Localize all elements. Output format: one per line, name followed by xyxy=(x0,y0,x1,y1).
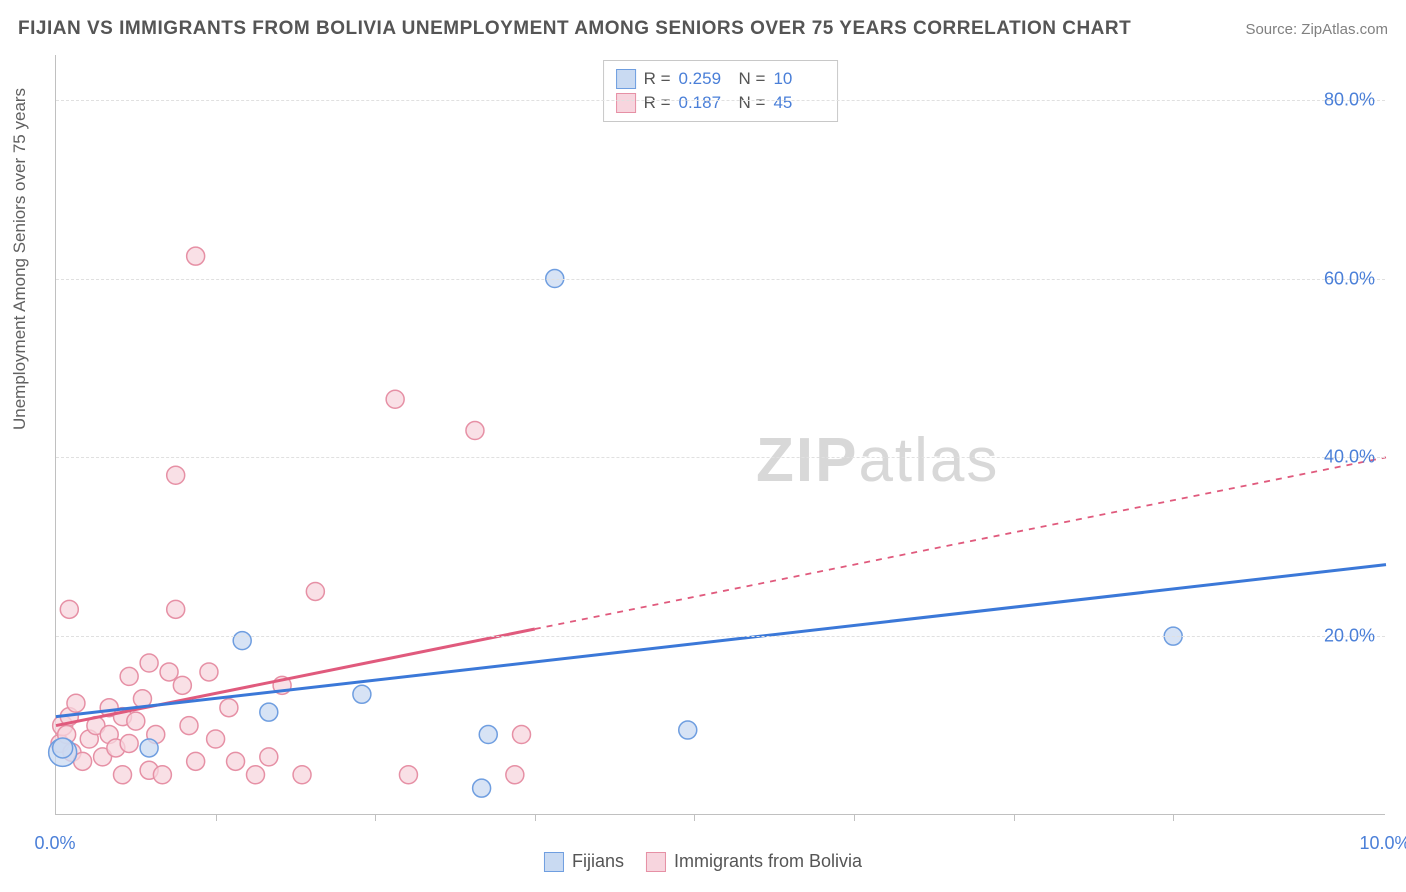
data-point-fijians xyxy=(233,632,251,650)
data-point-fijians xyxy=(353,685,371,703)
data-point-bolivia xyxy=(173,676,191,694)
data-point-bolivia xyxy=(506,766,524,784)
tick-x xyxy=(1173,814,1174,821)
data-point-bolivia xyxy=(260,748,278,766)
swatch-fijians xyxy=(616,69,636,89)
data-point-bolivia xyxy=(60,600,78,618)
gridline-h xyxy=(56,279,1385,280)
data-point-fijians xyxy=(260,703,278,721)
gridline-h xyxy=(56,636,1385,637)
legend-row-fijians: R = 0.259 N = 10 xyxy=(616,67,826,91)
data-point-bolivia xyxy=(67,694,85,712)
data-point-bolivia xyxy=(180,717,198,735)
data-point-bolivia xyxy=(140,654,158,672)
tick-x xyxy=(535,814,536,821)
data-point-bolivia xyxy=(187,247,205,265)
data-point-bolivia xyxy=(200,663,218,681)
source-attribution: Source: ZipAtlas.com xyxy=(1245,21,1388,38)
y-axis-label: Unemployment Among Seniors over 75 years xyxy=(10,88,30,430)
y-tick-label: 60.0% xyxy=(1324,268,1375,289)
swatch-fijians xyxy=(544,852,564,872)
data-point-bolivia xyxy=(220,699,238,717)
correlation-legend: R = 0.259 N = 10 R = 0.187 N = 45 xyxy=(603,60,839,122)
swatch-bolivia xyxy=(616,93,636,113)
data-point-bolivia xyxy=(187,752,205,770)
data-point-bolivia xyxy=(207,730,225,748)
data-point-bolivia xyxy=(247,766,265,784)
data-point-bolivia xyxy=(386,390,404,408)
data-point-fijians xyxy=(53,738,73,758)
data-point-bolivia xyxy=(120,667,138,685)
x-tick-label: 0.0% xyxy=(34,833,75,854)
y-tick-label: 40.0% xyxy=(1324,447,1375,468)
title-bar: FIJIAN VS IMMIGRANTS FROM BOLIVIA UNEMPL… xyxy=(18,18,1388,40)
swatch-bolivia xyxy=(646,852,666,872)
scatter-plot: ZIPatlas R = 0.259 N = 10 R = 0.187 N = … xyxy=(55,55,1385,815)
data-point-bolivia xyxy=(466,422,484,440)
data-point-bolivia xyxy=(153,766,171,784)
tick-x xyxy=(694,814,695,821)
chart-title: FIJIAN VS IMMIGRANTS FROM BOLIVIA UNEMPL… xyxy=(18,18,1131,40)
data-point-bolivia xyxy=(160,663,178,681)
legend-item-bolivia: Immigrants from Bolivia xyxy=(646,851,862,872)
data-point-bolivia xyxy=(167,600,185,618)
legend-row-bolivia: R = 0.187 N = 45 xyxy=(616,91,826,115)
data-point-bolivia xyxy=(120,734,138,752)
data-point-fijians xyxy=(140,739,158,757)
y-tick-label: 20.0% xyxy=(1324,626,1375,647)
data-point-fijians xyxy=(473,779,491,797)
tick-x xyxy=(375,814,376,821)
data-point-bolivia xyxy=(167,466,185,484)
series-legend: Fijians Immigrants from Bolivia xyxy=(544,851,862,872)
data-point-fijians xyxy=(479,726,497,744)
data-point-bolivia xyxy=(399,766,417,784)
data-point-bolivia xyxy=(306,582,324,600)
data-point-bolivia xyxy=(293,766,311,784)
data-point-bolivia xyxy=(114,766,132,784)
regression-line-bolivia-dashed xyxy=(535,457,1386,629)
tick-x xyxy=(854,814,855,821)
regression-line-fijians xyxy=(56,565,1386,717)
y-tick-label: 80.0% xyxy=(1324,89,1375,110)
tick-x xyxy=(216,814,217,821)
gridline-h xyxy=(56,100,1385,101)
gridline-h xyxy=(56,457,1385,458)
tick-x xyxy=(1014,814,1015,821)
data-point-bolivia xyxy=(227,752,245,770)
legend-item-fijians: Fijians xyxy=(544,851,624,872)
data-point-fijians xyxy=(679,721,697,739)
x-tick-label: 10.0% xyxy=(1359,833,1406,854)
chart-canvas xyxy=(56,55,1385,814)
data-point-bolivia xyxy=(513,726,531,744)
data-point-bolivia xyxy=(127,712,145,730)
